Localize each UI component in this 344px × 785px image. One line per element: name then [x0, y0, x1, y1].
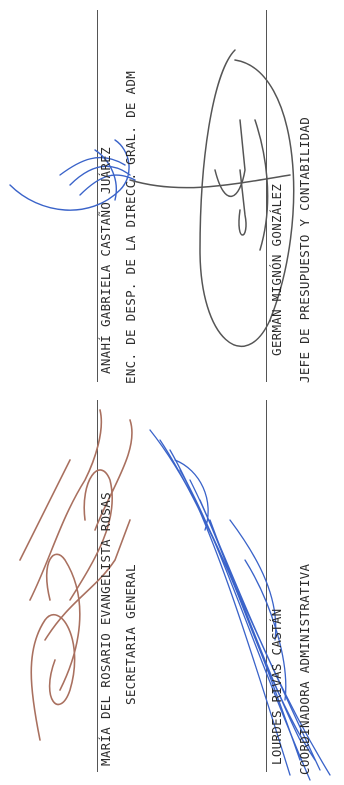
name-encargada: ANAHÍ GABRIELA CASTAÑO JUÁREZ — [98, 147, 113, 374]
title-coordinadora: COORDINADORA ADMINISTRATIVA — [297, 563, 312, 775]
signature-line-jefe — [266, 10, 267, 382]
signature-brown — [19, 409, 133, 741]
name-secretaria: MARÍA DEL ROSARIO EVANGELISTA ROSAS — [98, 492, 113, 766]
name-coordinadora: LOURDES RIVAS CASTÁN — [269, 608, 284, 765]
signature-line-secretaria — [97, 400, 98, 772]
signature-blue-anahi — [9, 139, 136, 211]
title-secretaria: SECRETARIA GENERAL — [123, 564, 138, 705]
title-encargada: ENC. DE DESP. DE LA DIRECC. GRAL. DE ADM — [123, 70, 138, 384]
signature-line-coordinadora — [266, 400, 267, 772]
title-jefe: JEFE DE PRESUPUESTO Y CONTABILIDAD — [297, 116, 312, 383]
signature-gray — [129, 49, 295, 348]
signature-line-encargada — [97, 10, 98, 382]
name-jefe: GERMÁN MIGNÓN GONZÁLEZ — [269, 183, 284, 356]
signature-blue-lourdes — [149, 429, 331, 781]
